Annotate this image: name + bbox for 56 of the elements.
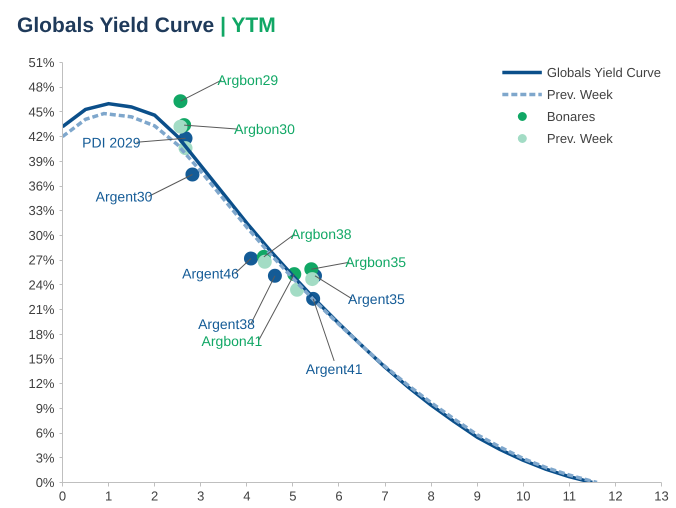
x-tick-label: 9 [474, 488, 481, 504]
y-tick-label: 42% [28, 129, 55, 144]
y-tick-label: 0% [36, 475, 55, 490]
annotation: Argbon29 [217, 72, 278, 88]
point [305, 272, 320, 286]
x-tick-label: 13 [654, 488, 669, 504]
chart-title: Globals Yield Curve [17, 14, 214, 37]
point [173, 120, 188, 134]
x-tick-label: 10 [516, 488, 531, 504]
annotation: Argent41 [306, 360, 363, 377]
y-tick-label: 18% [28, 326, 55, 342]
y-tick-label: 33% [28, 203, 55, 218]
point [258, 254, 272, 269]
x-tick-label: 0 [58, 488, 66, 504]
annotation: Argent30 [96, 188, 153, 204]
x-tick-label: 4 [243, 488, 250, 504]
x-tick-label: 2 [151, 488, 158, 504]
y-tick-label: 48% [28, 80, 55, 95]
legend-label: Prev. Week [546, 86, 613, 102]
y-tick-label: 3% [36, 450, 55, 466]
y-tick-label: 27% [28, 252, 55, 268]
x-tick-label: 5 [289, 488, 297, 504]
annotation: Argbon30 [234, 121, 296, 138]
x-tick-label: 11 [562, 488, 576, 504]
y-tick-label: 9% [36, 400, 55, 416]
x-tick-label: 12 [608, 488, 623, 504]
y-tick-label: 24% [28, 277, 55, 292]
annotation: PDI 2029 [82, 134, 141, 150]
legend-label: Prev. Week [546, 130, 613, 146]
y-tick-label: 51% [28, 55, 55, 70]
y-tick-label: 39% [28, 154, 55, 169]
x-tick-label: 8 [428, 488, 435, 504]
annotation: Argbon41 [202, 333, 262, 350]
annotation: Argent35 [348, 290, 406, 307]
point [185, 168, 200, 182]
point [173, 94, 188, 108]
annotation: Argent38 [198, 316, 256, 332]
x-tick-label: 7 [381, 488, 389, 504]
y-tick-label: 15% [28, 351, 55, 366]
point [268, 268, 282, 283]
y-tick-label: 12% [28, 376, 55, 392]
x-tick-label: 3 [197, 488, 204, 504]
legend-label: Bonares [546, 108, 596, 124]
x-tick-label: 1 [104, 488, 112, 504]
x-tick-label: 6 [335, 488, 343, 504]
y-tick-label: 45% [28, 104, 55, 120]
y-tick-label: 21% [28, 302, 55, 318]
annotation: Argent46 [182, 266, 240, 282]
y-tick-label: 30% [28, 228, 55, 243]
annotation: Argbon35 [345, 254, 406, 270]
annotation: Argbon38 [290, 226, 352, 242]
legend-label: Globals Yield Curve [546, 64, 661, 80]
y-tick-label: 6% [36, 426, 55, 441]
y-tick-label: 36% [28, 178, 55, 194]
chart-subtitle: | YTM [220, 14, 276, 37]
point [244, 252, 258, 266]
